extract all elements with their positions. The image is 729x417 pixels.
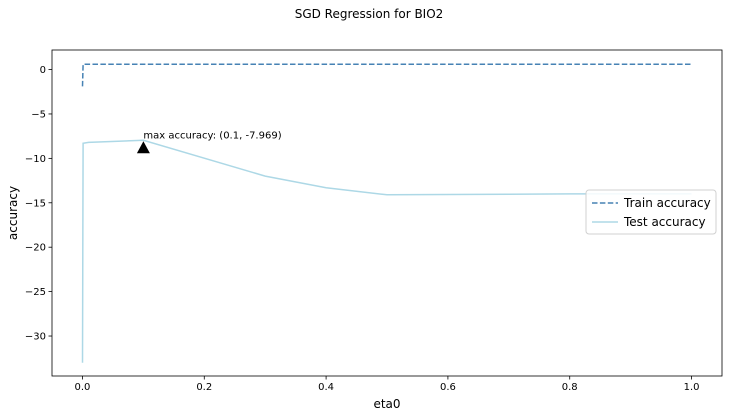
series-line-train	[81, 63, 692, 87]
x-tick-label: 0.8	[562, 382, 578, 393]
y-axis-label: accuracy	[6, 186, 20, 240]
y-tick-label: −30	[25, 332, 46, 343]
series-layer	[81, 63, 692, 363]
x-tick-label: 0.2	[196, 382, 212, 393]
x-tick-label: 0.4	[318, 382, 334, 393]
y-tick-label: −15	[25, 198, 46, 209]
series-line-test	[81, 139, 692, 363]
x-tick-label: 0.6	[440, 382, 456, 393]
x-tick-label: 0.0	[75, 382, 91, 393]
legend-label: Train accuracy	[623, 196, 711, 210]
x-axis-label: eta0	[373, 397, 400, 411]
x-axis: 0.0 0.2 0.4 0.6 0.8 1.0	[75, 376, 700, 393]
y-tick-label: −20	[25, 243, 46, 254]
max-accuracy-annotation: max accuracy: (0.1, -7.969)	[143, 130, 281, 141]
annotation-layer: max accuracy: (0.1, -7.969)	[136, 130, 282, 154]
legend-box	[585, 189, 717, 235]
plot-frame	[51, 49, 723, 377]
max-accuracy-marker	[136, 141, 150, 154]
figure-title: SGD Regression for BIO2	[295, 7, 444, 21]
y-axis: 0 −5 −10 −15 −20 −25 −30	[25, 65, 52, 343]
y-tick-label: 0	[40, 65, 46, 76]
x-tick-label: 1.0	[684, 382, 700, 393]
y-tick-label: −10	[25, 154, 46, 165]
y-tick-label: −5	[31, 109, 46, 120]
legend-label: Test accuracy	[623, 215, 706, 229]
legend: Train accuracy Test accuracy	[585, 189, 717, 235]
y-tick-label: −25	[25, 287, 46, 298]
